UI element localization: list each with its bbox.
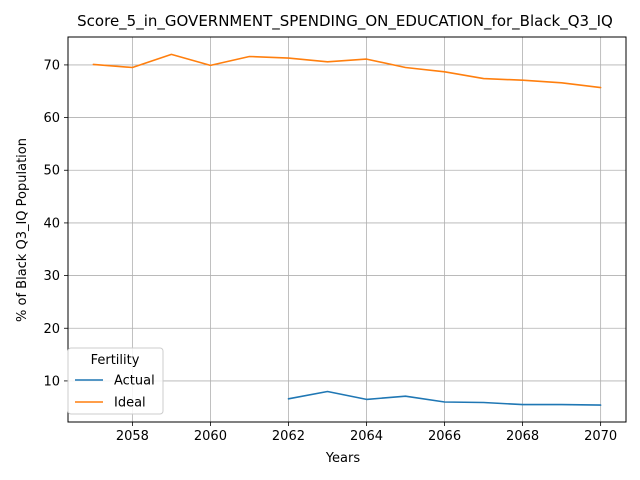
x-tick-label: 2058 [116,429,149,444]
x-tick-label: 2062 [272,429,305,444]
series-line-actual [287,390,602,406]
series-line-ideal [92,53,602,89]
x-tick-label: 2060 [194,429,227,444]
chart-title: Score_5_in_GOVERNMENT_SPENDING_ON_EDUCAT… [77,12,613,31]
y-axis-label: % of Black Q3_IQ Population [15,138,30,322]
legend-entries: Actual Ideal [75,374,155,411]
x-axis-ticks: 2058 2060 2062 2064 2066 2068 2070 [116,422,617,444]
y-tick-label: 30 [43,269,60,284]
legend-label-ideal: Ideal [114,396,146,411]
x-tick-label: 2070 [584,429,617,444]
plot-frame [67,36,627,423]
legend: Fertility Actual Ideal [67,347,164,415]
y-axis-ticks: 10 20 30 40 50 60 70 [43,58,68,389]
series-lines [92,53,602,406]
y-tick-label: 60 [43,111,60,126]
x-tick-label: 2068 [506,429,539,444]
y-tick-label: 20 [43,322,60,337]
legend-title: Fertility [91,353,140,368]
x-axis-label: Years [325,451,361,466]
x-tick-label: 2064 [350,429,383,444]
legend-label-actual: Actual [114,374,155,389]
y-tick-label: 10 [43,374,60,389]
legend-box [67,347,164,415]
y-tick-label: 50 [43,164,60,179]
y-tick-label: 70 [43,58,60,73]
x-tick-label: 2066 [428,429,461,444]
y-tick-label: 40 [43,216,60,231]
